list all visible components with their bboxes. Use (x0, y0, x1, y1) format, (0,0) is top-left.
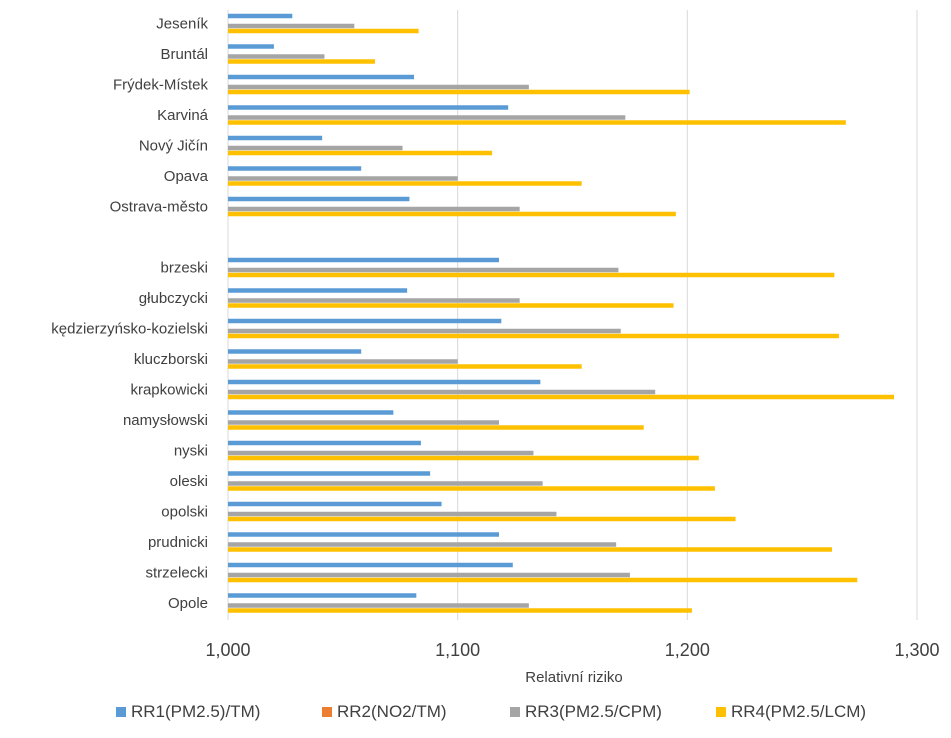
bar (228, 84, 529, 90)
bar (228, 425, 644, 430)
category-label: Bruntál (160, 46, 208, 63)
bar (228, 115, 626, 120)
bar (228, 120, 846, 125)
category-label: kędzierzyńsko-kozielski (51, 321, 208, 338)
bar (228, 364, 582, 369)
bar (228, 206, 520, 212)
legend-swatch (510, 707, 520, 717)
bar (228, 486, 715, 491)
bar (228, 135, 323, 141)
gridlines (227, 10, 918, 620)
bar (228, 272, 835, 278)
category-label: oleski (170, 473, 208, 490)
x-tick-label: 1,300 (894, 640, 939, 660)
bar (228, 105, 509, 110)
legend-swatch (116, 707, 126, 717)
legend-entry: RR4(PM2.5/LCM) (731, 702, 866, 721)
bar (228, 44, 274, 49)
category-label: prudnicki (148, 534, 208, 551)
category-labels: Jeseník Bruntál Frýdek-Místek Karviná Nový J… (51, 16, 208, 613)
legend: RR1(PM2.5)/TM) RR2(NO2/TM) RR3(PM2.5/CPM) R… (116, 702, 866, 721)
legend-swatch (716, 707, 726, 717)
bar (228, 166, 362, 171)
bar (228, 572, 630, 578)
bar (228, 389, 656, 395)
category-label: Opava (164, 168, 209, 185)
bar (228, 481, 543, 486)
bar (228, 13, 293, 19)
category-label: krapkowicki (130, 382, 208, 399)
bar (228, 349, 362, 354)
bar (228, 288, 408, 293)
x-tick-labels: 1,000 1,100 1,200 1,300 (205, 640, 939, 660)
bar (228, 577, 858, 583)
bar (228, 410, 394, 415)
bar (228, 593, 417, 598)
x-tick-label: 1,100 (435, 640, 480, 660)
category-label: Jeseník (156, 16, 208, 33)
bar (228, 150, 493, 156)
legend-entry: RR1(PM2.5)/TM) (131, 702, 260, 721)
bar (228, 211, 676, 217)
category-label: brzeski (160, 260, 208, 277)
bar (228, 420, 500, 425)
category-label: głubczycki (139, 290, 208, 307)
bar (228, 74, 415, 80)
bars (228, 13, 895, 613)
bar (228, 176, 458, 181)
category-label: Frýdek-Místek (113, 77, 209, 94)
bar (228, 59, 375, 64)
bar (228, 298, 520, 303)
category-label: strzelecki (145, 565, 208, 582)
bar (228, 440, 421, 446)
bar (228, 562, 513, 568)
bar (228, 328, 621, 334)
bar (228, 267, 619, 273)
bar (228, 547, 833, 552)
bar (228, 532, 500, 537)
category-label: namysłowski (123, 412, 208, 429)
bar (228, 450, 534, 456)
legend-entry: RR3(PM2.5/CPM) (525, 702, 662, 721)
bar (228, 318, 502, 324)
bar (228, 54, 325, 59)
bar (228, 603, 529, 608)
bar (228, 196, 410, 202)
bar (228, 333, 839, 339)
bar (228, 511, 557, 517)
category-label: nyski (174, 443, 208, 460)
bar (228, 379, 541, 385)
bar (228, 23, 355, 29)
category-label: kluczborski (134, 351, 208, 368)
x-axis-title: Relativní riziko (525, 669, 623, 686)
bar (228, 359, 458, 364)
bar (228, 181, 582, 186)
x-tick-label: 1,000 (205, 640, 250, 660)
bar (228, 542, 617, 547)
legend-swatch (322, 707, 332, 717)
bar (228, 89, 690, 95)
category-label: Ostrava-město (110, 199, 208, 216)
x-tick-label: 1,200 (665, 640, 710, 660)
bar (228, 394, 895, 400)
bar (228, 28, 419, 34)
bar (228, 471, 431, 476)
bar (228, 608, 692, 613)
legend-entry: RR2(NO2/TM) (337, 702, 447, 721)
category-label: opolski (161, 504, 208, 521)
category-label: Opole (168, 595, 208, 612)
bar (228, 516, 736, 522)
category-label: Nový Jičín (139, 138, 208, 155)
bar (228, 455, 699, 461)
bar (228, 145, 403, 151)
bar (228, 303, 674, 308)
bar (228, 257, 500, 263)
bar (228, 501, 442, 507)
category-label: Karviná (157, 107, 209, 124)
